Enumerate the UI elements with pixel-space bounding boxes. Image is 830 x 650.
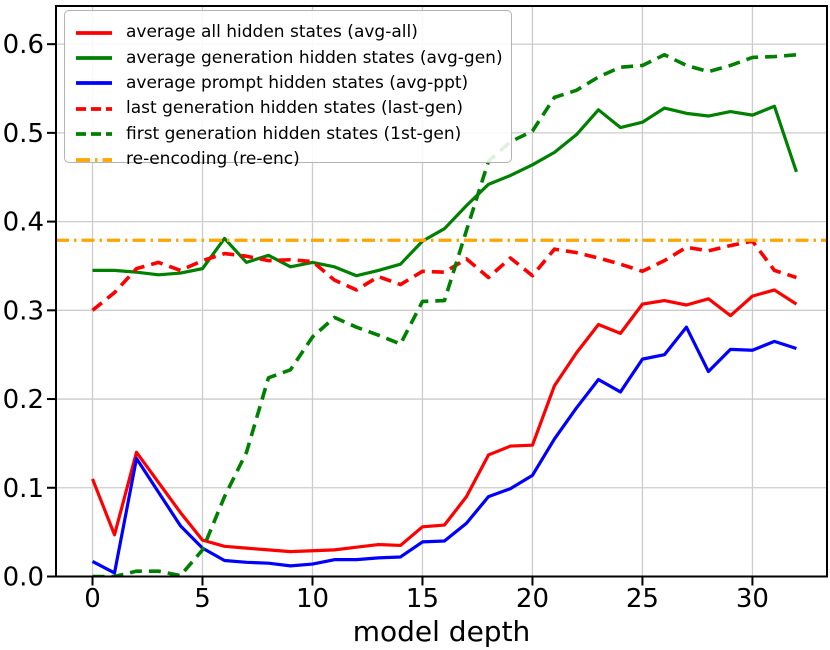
axes-frame: [55, 5, 828, 578]
series-1st-gen: [92, 52, 797, 577]
x-tick-label: 15: [406, 584, 439, 614]
series-last-gen: [91, 239, 797, 312]
legend-line-sample-dashed: [76, 132, 112, 137]
legend-item-avg-ppt: average prompt hidden states (avg-ppt): [75, 71, 511, 96]
x-tick-label: 25: [626, 584, 659, 614]
legend-line-sample-solid: [76, 81, 112, 86]
x-tick-label: 20: [516, 584, 549, 614]
y-tick-label: 0.6: [3, 30, 44, 60]
series-avg-all: [91, 288, 798, 554]
legend-label: average all hidden states (avg-all): [126, 22, 418, 43]
x-tick-label: 10: [296, 584, 329, 614]
legend-label: first generation hidden states (1st-gen): [126, 123, 462, 144]
legend-item-avg-all: average all hidden states (avg-all): [75, 20, 511, 45]
legend-item-1st-gen: first generation hidden states (1st-gen): [75, 122, 511, 147]
y-tick-label: 0.2: [3, 385, 44, 415]
y-tick-label: 0.0: [3, 563, 44, 593]
y-tick-label: 0.1: [3, 474, 44, 504]
series-group: [56, 52, 827, 577]
legend-label: average prompt hidden states (avg-ppt): [126, 72, 469, 93]
x-tick-label: 0: [84, 584, 101, 614]
x-tick-label: 30: [736, 584, 769, 614]
legend-label: re-encoding (re-enc): [126, 149, 300, 170]
legend-line-sample-solid: [76, 30, 112, 35]
y-tick-label: 0.4: [3, 208, 44, 238]
legend-item-re-enc: re-encoding (re-enc): [75, 147, 511, 172]
legend-line-sample-dashdot: [76, 157, 112, 162]
legend-box: average all hidden states (avg-all) avera…: [64, 10, 512, 168]
legend-line-sample-solid: [76, 56, 112, 60]
legend-line-sample-dashed: [76, 106, 112, 111]
x-axis-label: model depth: [353, 615, 531, 648]
legend-item-avg-gen: average generation hidden states (avg-ge…: [75, 45, 511, 70]
axis-ticks: 0 5 10 15 20 25 30 0.0 0.1 0.2 0.3 0.4 0.5 0.6: [3, 30, 769, 614]
legend-label: last generation hidden states (last-gen): [126, 98, 464, 119]
x-tick-label: 5: [194, 584, 211, 614]
y-tick-label: 0.3: [3, 296, 44, 326]
series-avg-ppt: [91, 325, 797, 575]
legend-label: average generation hidden states (avg-ge…: [126, 47, 503, 68]
legend-item-last-gen: last generation hidden states (last-gen): [75, 96, 511, 121]
y-tick-label: 0.5: [3, 119, 44, 149]
